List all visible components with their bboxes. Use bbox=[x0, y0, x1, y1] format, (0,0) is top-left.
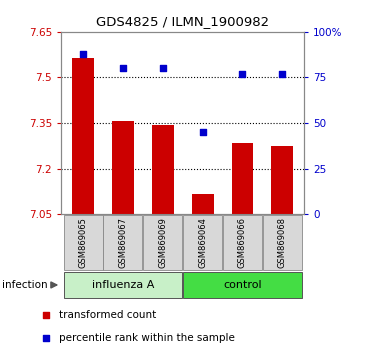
Text: infection: infection bbox=[2, 280, 47, 290]
Text: percentile rank within the sample: percentile rank within the sample bbox=[59, 332, 235, 343]
Bar bbox=[63, 215, 103, 270]
Bar bbox=[112, 121, 134, 214]
Point bbox=[200, 129, 206, 135]
Bar bbox=[183, 272, 302, 298]
Text: GSM869066: GSM869066 bbox=[238, 217, 247, 268]
Bar bbox=[271, 146, 293, 214]
Text: GSM869065: GSM869065 bbox=[79, 217, 88, 268]
Bar bbox=[223, 215, 262, 270]
Text: control: control bbox=[223, 280, 262, 290]
Bar bbox=[263, 215, 302, 270]
Point bbox=[160, 65, 166, 71]
Point bbox=[43, 335, 49, 341]
Point bbox=[120, 65, 126, 71]
Bar bbox=[183, 215, 222, 270]
Bar bbox=[72, 58, 94, 214]
Text: GSM869067: GSM869067 bbox=[118, 217, 128, 268]
Bar bbox=[152, 125, 174, 214]
Text: influenza A: influenza A bbox=[92, 280, 154, 290]
Point bbox=[279, 71, 285, 76]
Bar bbox=[104, 215, 142, 270]
Point bbox=[80, 51, 86, 57]
Title: GDS4825 / ILMN_1900982: GDS4825 / ILMN_1900982 bbox=[96, 15, 269, 28]
Text: GSM869069: GSM869069 bbox=[158, 217, 167, 268]
Text: GSM869064: GSM869064 bbox=[198, 217, 207, 268]
Bar bbox=[63, 272, 182, 298]
Text: transformed count: transformed count bbox=[59, 310, 157, 320]
Bar bbox=[192, 194, 214, 214]
Text: GSM869068: GSM869068 bbox=[278, 217, 287, 268]
Bar bbox=[143, 215, 182, 270]
Point bbox=[240, 71, 246, 76]
Point bbox=[43, 312, 49, 318]
Bar bbox=[232, 143, 253, 214]
